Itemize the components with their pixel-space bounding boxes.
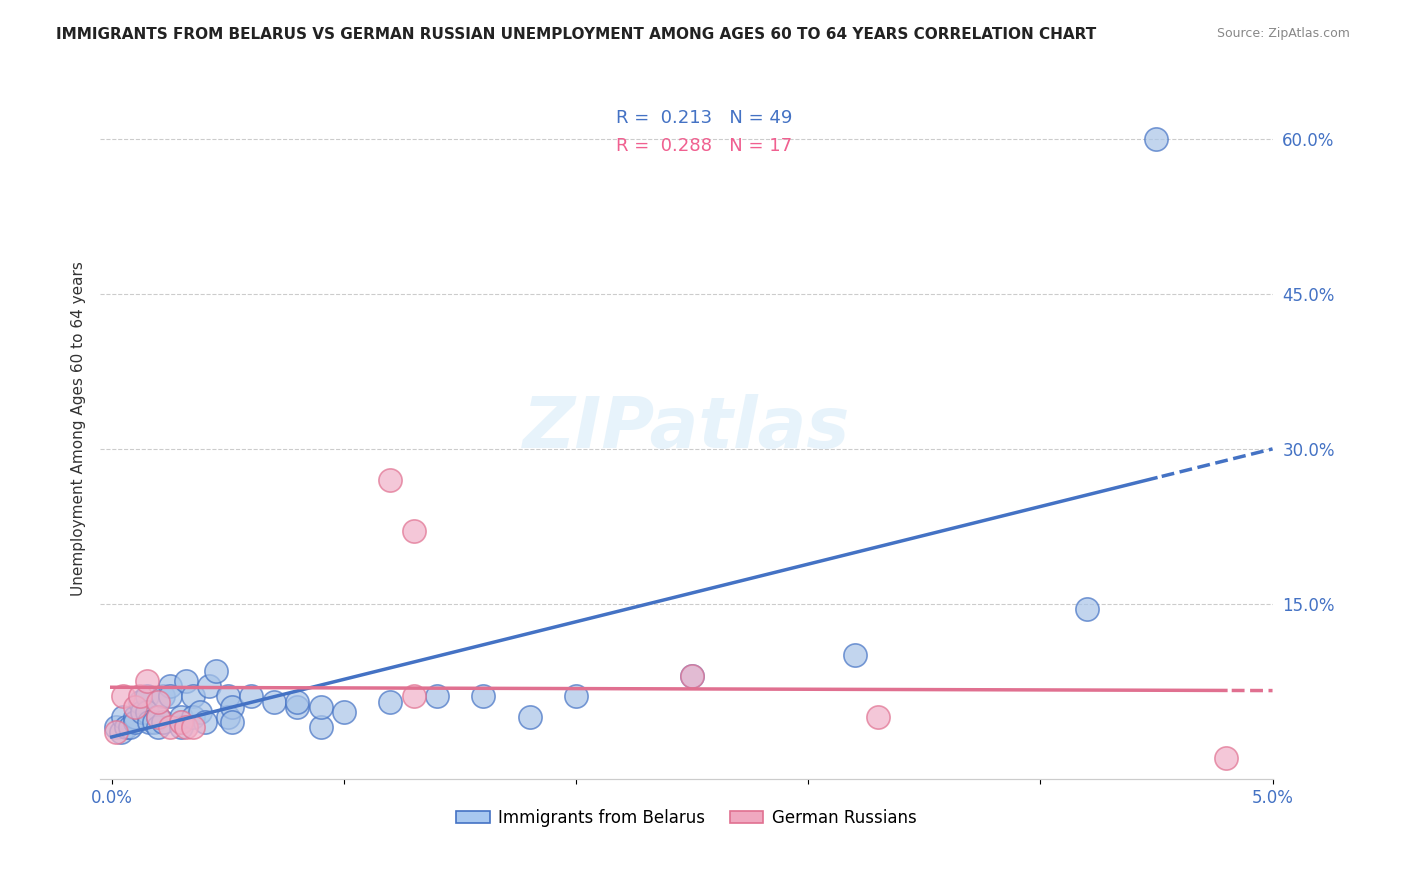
Point — [402, 524, 425, 539]
Point — [170, 715, 193, 730]
Point — [198, 679, 221, 693]
Point — [174, 673, 197, 688]
Point — [221, 715, 243, 730]
Point — [681, 669, 703, 683]
Point — [217, 710, 239, 724]
Text: ZIPatlas: ZIPatlas — [523, 393, 851, 463]
Point — [146, 710, 169, 724]
Point — [128, 690, 150, 704]
Point — [402, 690, 425, 704]
Point — [159, 720, 181, 734]
Point — [194, 715, 217, 730]
Point — [131, 705, 153, 719]
Point — [138, 715, 160, 730]
Point — [519, 710, 541, 724]
Text: R =  0.288   N = 17: R = 0.288 N = 17 — [616, 137, 792, 155]
Point — [120, 720, 142, 734]
Point — [866, 710, 889, 724]
Point — [681, 669, 703, 683]
Point — [188, 705, 211, 719]
Point — [135, 705, 157, 719]
Point — [170, 720, 193, 734]
Point — [159, 690, 181, 704]
Text: Source: ZipAtlas.com: Source: ZipAtlas.com — [1216, 27, 1350, 40]
Point — [112, 710, 135, 724]
Point — [124, 710, 146, 724]
Point — [221, 699, 243, 714]
Point — [146, 710, 169, 724]
Point — [112, 690, 135, 704]
Point — [105, 725, 128, 739]
Legend: Immigrants from Belarus, German Russians: Immigrants from Belarus, German Russians — [450, 803, 924, 834]
Point — [170, 710, 193, 724]
Point — [159, 679, 181, 693]
Point — [135, 690, 157, 704]
Point — [1146, 132, 1168, 146]
Point — [174, 720, 197, 734]
Point — [565, 690, 588, 704]
Point — [135, 673, 157, 688]
Point — [124, 699, 146, 714]
Point — [844, 648, 866, 662]
Point — [170, 715, 193, 730]
Point — [152, 690, 174, 704]
Point — [426, 690, 449, 704]
Point — [309, 699, 332, 714]
Point — [263, 694, 285, 708]
Point — [472, 690, 495, 704]
Point — [128, 694, 150, 708]
Point — [142, 715, 165, 730]
Point — [380, 473, 402, 487]
Point — [287, 699, 309, 714]
Point — [110, 725, 132, 739]
Point — [124, 715, 146, 730]
Text: R =  0.213   N = 49: R = 0.213 N = 49 — [616, 109, 793, 127]
Point — [380, 694, 402, 708]
Point — [181, 710, 204, 724]
Y-axis label: Unemployment Among Ages 60 to 64 years: Unemployment Among Ages 60 to 64 years — [72, 260, 86, 596]
Point — [152, 715, 174, 730]
Point — [333, 705, 356, 719]
Point — [287, 694, 309, 708]
Text: IMMIGRANTS FROM BELARUS VS GERMAN RUSSIAN UNEMPLOYMENT AMONG AGES 60 TO 64 YEARS: IMMIGRANTS FROM BELARUS VS GERMAN RUSSIA… — [56, 27, 1097, 42]
Point — [205, 664, 228, 678]
Point — [146, 694, 169, 708]
Point — [1076, 601, 1098, 615]
Point — [146, 720, 169, 734]
Point — [1215, 751, 1237, 765]
Point — [181, 690, 204, 704]
Point — [240, 690, 263, 704]
Point — [181, 720, 204, 734]
Point — [217, 690, 239, 704]
Point — [309, 720, 332, 734]
Point — [105, 720, 128, 734]
Point — [114, 720, 136, 734]
